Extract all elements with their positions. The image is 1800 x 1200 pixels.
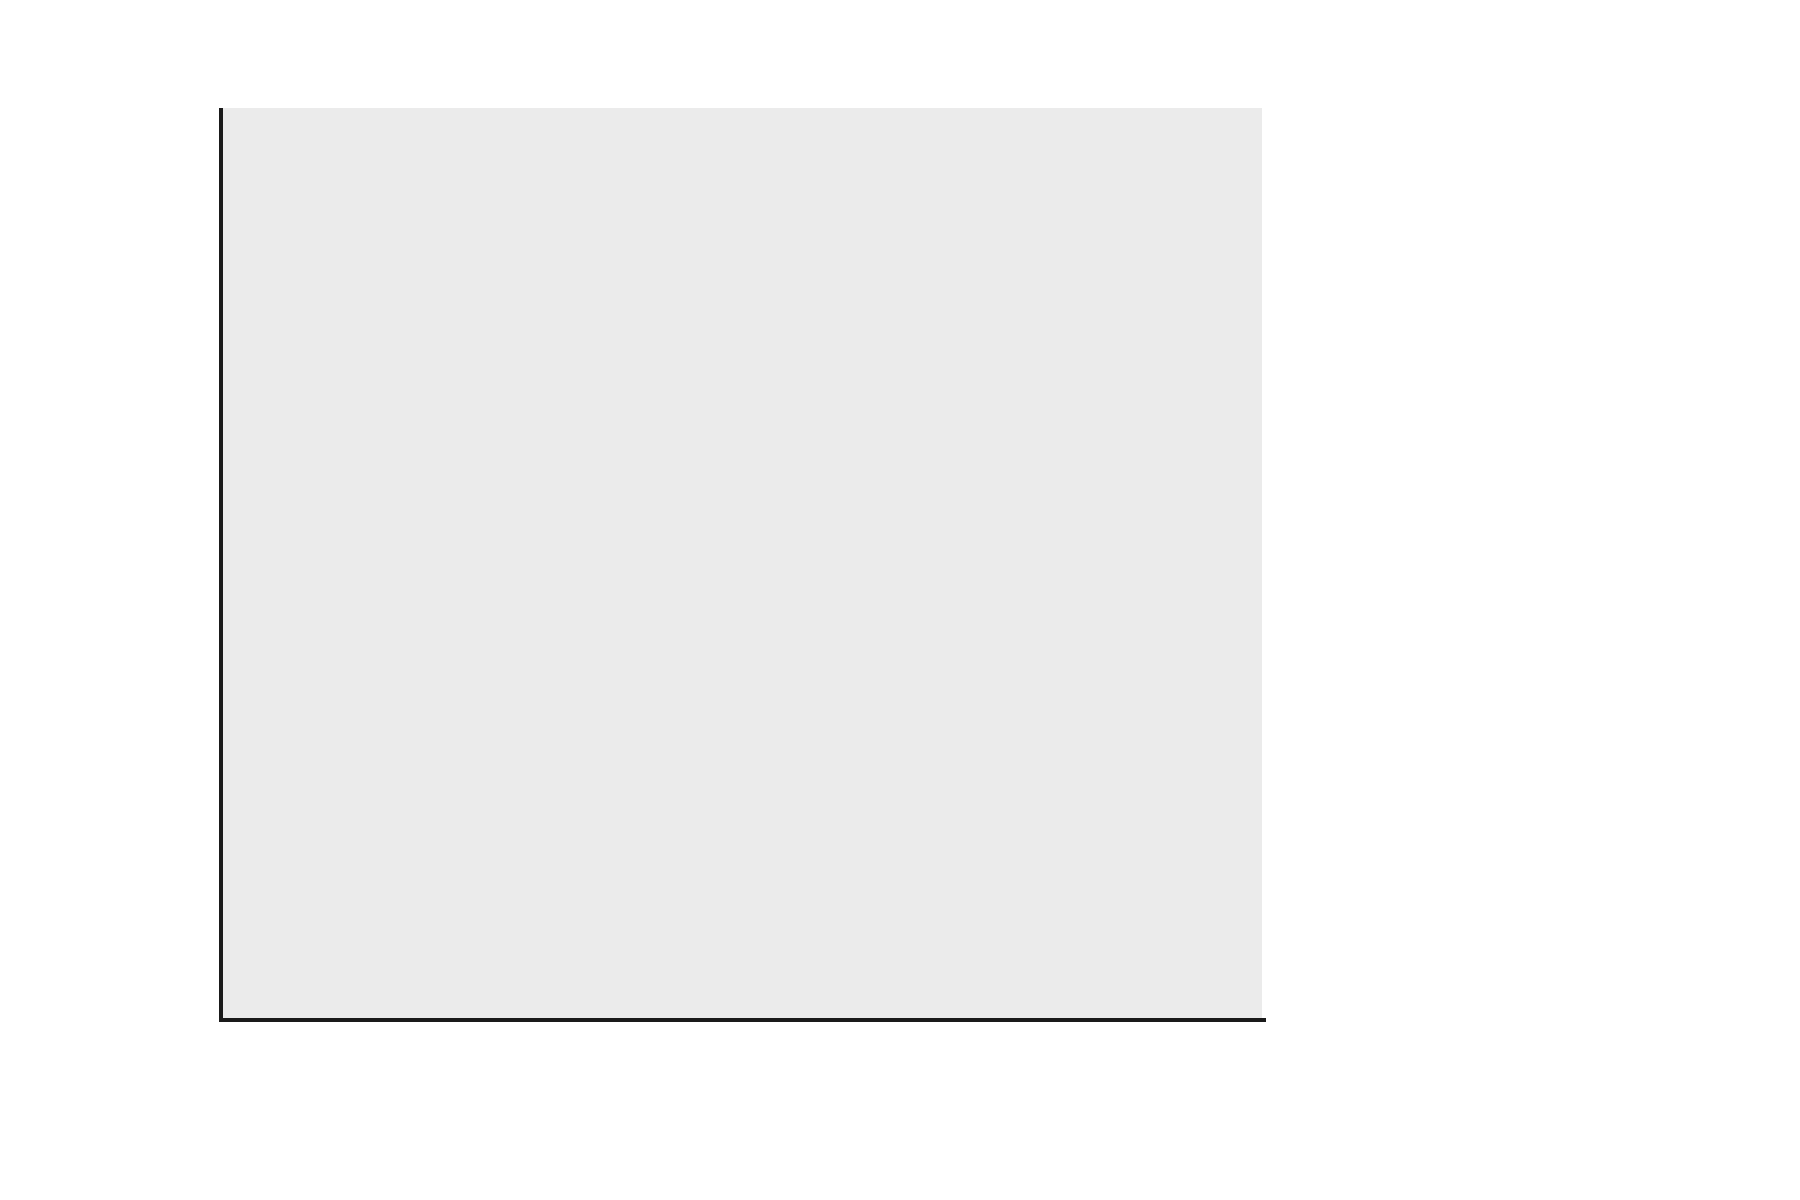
y-axis-line [219, 108, 223, 1022]
x-axis-line [219, 1018, 1266, 1022]
plot-panel [223, 108, 1262, 1020]
